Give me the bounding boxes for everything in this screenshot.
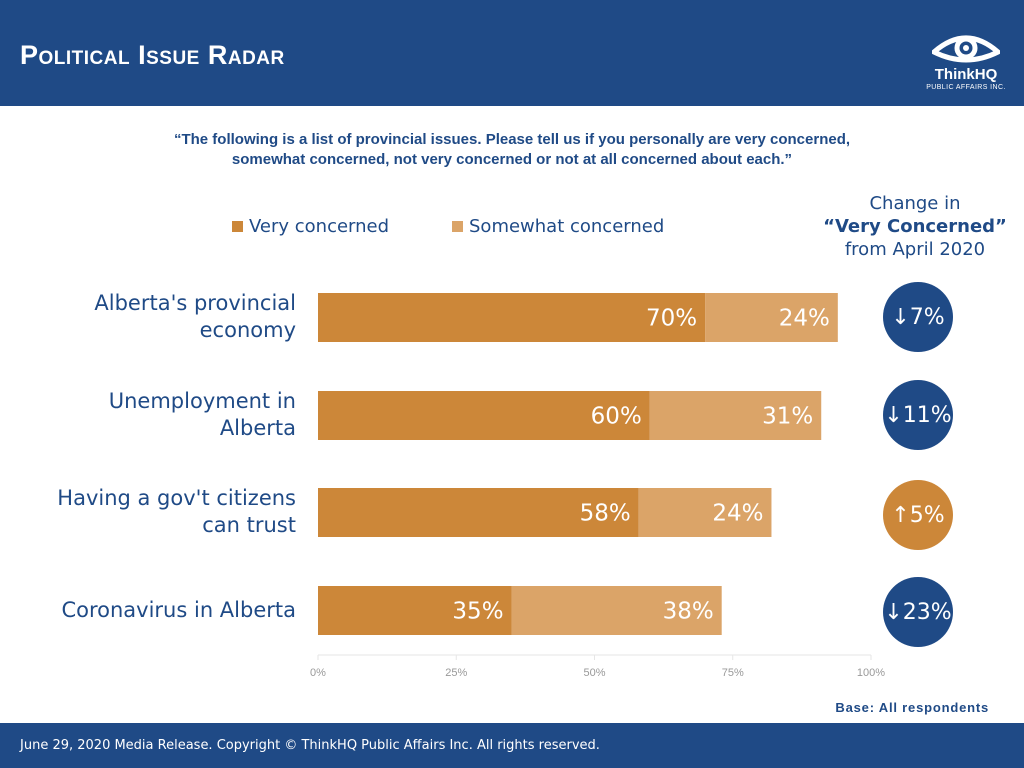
- change-value: 23%: [902, 599, 952, 625]
- data-label: 24%: [712, 501, 763, 527]
- data-label: 60%: [591, 404, 642, 430]
- change-column-header: Change in “Very Concerned” from April 20…: [810, 192, 1020, 261]
- change-value: 5%: [909, 502, 945, 528]
- change-circle-unemployment: ↓ 11%: [883, 380, 953, 450]
- change-header-line-2: “Very Concerned”: [823, 216, 1007, 237]
- category-label-economy: Alberta's provincial economy: [10, 290, 296, 344]
- x-tick-label: 100%: [857, 667, 885, 679]
- logo-name: ThinkHQ: [934, 66, 998, 83]
- legend-swatch-very-concerned: [232, 220, 243, 232]
- legend-label-somewhat-concerned: Somewhat concerned: [469, 215, 665, 237]
- eye-logo-icon: [932, 35, 1000, 63]
- x-tick-label: 75%: [722, 667, 744, 679]
- data-label: 24%: [779, 306, 830, 332]
- bar-somewhat-concerned: [638, 488, 772, 537]
- change-circle-economy: ↓ 7%: [883, 282, 953, 352]
- bar-somewhat-concerned: [649, 391, 822, 440]
- legend-label-very-concerned: Very concerned: [249, 215, 390, 237]
- header-bar: Political Issue Radar ThinkHQ PUBLIC AFF…: [0, 0, 1024, 106]
- stacked-bar-chart: 70% 24% 60% 31% 58% 24% 35% 38% 0% 25% 50% 75% 100%: [310, 293, 885, 679]
- arrow-up-icon: ↑: [891, 502, 910, 528]
- category-label-line: Alberta: [219, 416, 296, 440]
- category-label-trust: Having a gov't citizens can trust: [10, 485, 296, 539]
- change-header-line-1: Change in: [869, 193, 961, 214]
- arrow-down-icon: ↓: [884, 599, 903, 625]
- bar-very-concerned: [318, 488, 639, 537]
- change-value: 11%: [902, 402, 952, 428]
- thinkhq-logo: ThinkHQ PUBLIC AFFAIRS INC.: [918, 30, 1014, 94]
- category-label-line: economy: [199, 318, 296, 342]
- legend-swatch-somewhat-concerned: [452, 220, 463, 232]
- bar-very-concerned: [318, 391, 650, 440]
- change-value: 7%: [909, 304, 945, 330]
- category-label-line: Coronavirus in Alberta: [61, 598, 296, 622]
- category-label-unemployment: Unemployment in Alberta: [10, 388, 296, 442]
- category-label-line: Having a gov't citizens: [57, 486, 296, 510]
- change-circle-trust: ↑ 5%: [883, 480, 953, 550]
- change-header-line-3: from April 2020: [844, 239, 986, 260]
- bar-somewhat-concerned: [511, 586, 722, 635]
- data-label: 31%: [762, 404, 813, 430]
- category-label-line: Unemployment in: [108, 389, 296, 413]
- survey-question-line-1: “The following is a list of provincial i…: [173, 131, 851, 148]
- category-label-line: can trust: [202, 513, 296, 537]
- bar-very-concerned: [318, 293, 706, 342]
- category-label-coronavirus: Coronavirus in Alberta: [10, 597, 296, 624]
- arrow-down-icon: ↓: [891, 304, 910, 330]
- x-tick-label: 0%: [310, 667, 326, 679]
- bar-very-concerned: [318, 586, 512, 635]
- data-label: 35%: [452, 599, 503, 625]
- data-label: 58%: [580, 501, 631, 527]
- base-note: Base: All respondents: [835, 700, 989, 715]
- bar-somewhat-concerned: [705, 293, 838, 342]
- legend-somewhat-concerned: Somewhat concerned: [452, 214, 664, 238]
- arrow-down-icon: ↓: [884, 402, 903, 428]
- survey-question: “The following is a list of provincial i…: [100, 130, 924, 170]
- data-label: 38%: [663, 599, 714, 625]
- x-tick-label: 50%: [583, 667, 605, 679]
- legend-very-concerned: Very concerned: [232, 214, 389, 238]
- x-tick-label: 25%: [445, 667, 467, 679]
- category-label-line: Alberta's provincial: [94, 291, 296, 315]
- change-circle-coronavirus: ↓ 23%: [883, 577, 953, 647]
- survey-question-line-2: somewhat concerned, not very concerned o…: [231, 151, 793, 168]
- footer-text: June 29, 2020 Media Release. Copyright ©…: [20, 738, 600, 753]
- data-label: 70%: [646, 306, 697, 332]
- footer-bar: June 29, 2020 Media Release. Copyright ©…: [0, 723, 1024, 768]
- page-title: Political Issue Radar: [20, 40, 285, 70]
- logo-subtitle: PUBLIC AFFAIRS INC.: [926, 84, 1006, 91]
